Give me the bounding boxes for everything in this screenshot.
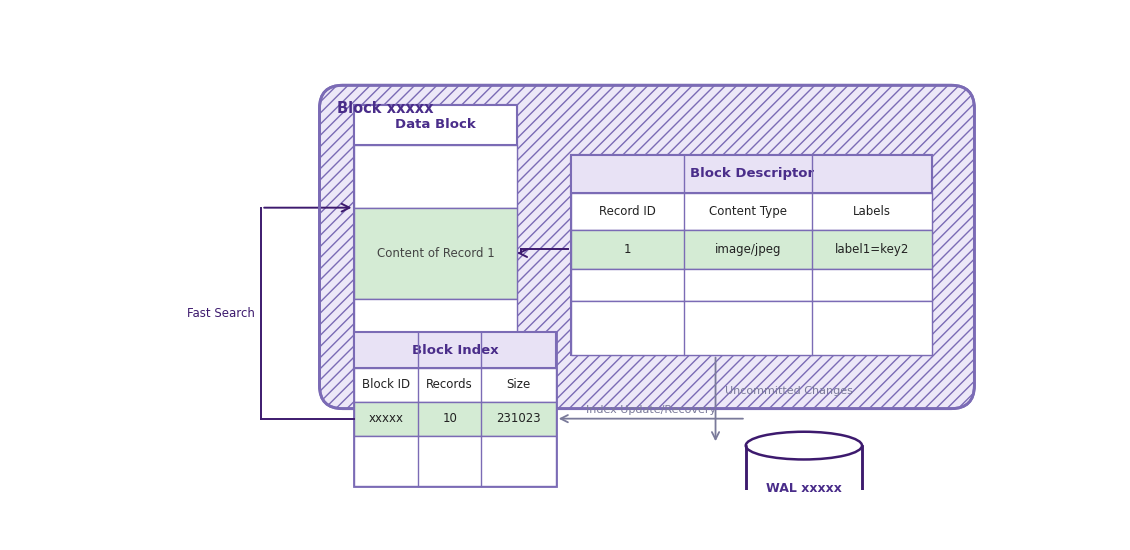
- Text: image/jpeg: image/jpeg: [714, 243, 781, 256]
- FancyBboxPatch shape: [355, 145, 518, 208]
- Text: Block Index: Block Index: [411, 344, 498, 356]
- Text: Index Update/Recovery: Index Update/Recovery: [585, 405, 716, 415]
- Text: Uncommitted Changes: Uncommitted Changes: [724, 386, 853, 395]
- Text: 10: 10: [442, 412, 458, 425]
- FancyBboxPatch shape: [355, 332, 556, 486]
- Text: Block xxxxx: Block xxxxx: [337, 101, 433, 115]
- Text: Fast Search: Fast Search: [188, 307, 255, 320]
- FancyBboxPatch shape: [572, 268, 932, 301]
- Text: Labels: Labels: [853, 205, 890, 218]
- FancyBboxPatch shape: [572, 301, 932, 355]
- Text: Data Block: Data Block: [396, 118, 476, 131]
- Text: 231023: 231023: [496, 412, 541, 425]
- Text: label1=key2: label1=key2: [834, 243, 909, 256]
- FancyBboxPatch shape: [355, 299, 518, 389]
- FancyBboxPatch shape: [355, 402, 556, 436]
- Text: Record ID: Record ID: [599, 205, 657, 218]
- Text: WAL xxxxx: WAL xxxxx: [766, 482, 842, 495]
- FancyBboxPatch shape: [355, 436, 556, 486]
- FancyBboxPatch shape: [572, 155, 932, 355]
- FancyBboxPatch shape: [355, 332, 556, 368]
- FancyBboxPatch shape: [355, 368, 556, 402]
- Ellipse shape: [746, 518, 862, 546]
- Ellipse shape: [746, 432, 862, 459]
- FancyBboxPatch shape: [572, 193, 932, 230]
- Text: Records: Records: [426, 378, 473, 391]
- FancyBboxPatch shape: [572, 230, 932, 268]
- Text: Block Descriptor: Block Descriptor: [689, 167, 814, 180]
- FancyBboxPatch shape: [572, 155, 932, 193]
- FancyBboxPatch shape: [355, 208, 518, 299]
- FancyBboxPatch shape: [355, 104, 518, 389]
- Text: 1: 1: [624, 243, 632, 256]
- Text: xxxxx: xxxxx: [368, 412, 403, 425]
- Bar: [746, 518, 862, 532]
- Text: Block ID: Block ID: [362, 378, 410, 391]
- Text: Content of Record 1: Content of Record 1: [377, 246, 495, 260]
- FancyBboxPatch shape: [320, 85, 974, 409]
- FancyBboxPatch shape: [355, 104, 518, 145]
- Text: Size: Size: [506, 378, 531, 391]
- Text: Content Type: Content Type: [709, 205, 786, 218]
- Bar: [746, 446, 862, 532]
